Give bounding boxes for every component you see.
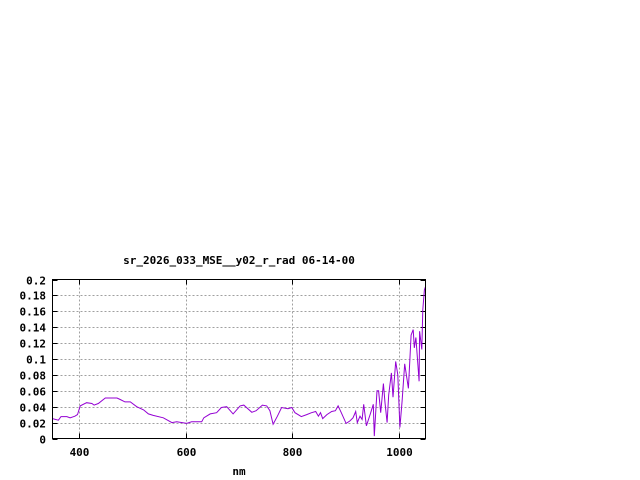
y-tick-label: 0 [39, 434, 46, 447]
y-tick-label: 0.16 [20, 306, 47, 319]
y-tick-label: 0.08 [20, 370, 47, 383]
y-tick-label: 0.14 [20, 322, 47, 335]
y-tick-label: 0.18 [20, 290, 47, 303]
x-tick-label: 1000 [386, 446, 413, 459]
y-tick-label: 0.12 [20, 338, 47, 351]
chart-title: sr_2026_033_MSE__y02_r_rad 06-14-00 [123, 254, 355, 267]
x-tick-label: 600 [177, 446, 197, 459]
y-tick-label: 0.2 [26, 275, 46, 288]
y-tick-label: 0.02 [20, 418, 47, 431]
y-tick-label: 0.1 [26, 354, 46, 367]
ticks: 0 0.02 0.04 0.06 0.08 0.1 0.12 0.14 0.16 0.18 0.2 4… [20, 275, 426, 459]
x-axis-label: nm [232, 465, 246, 478]
plot-frame [52, 279, 426, 439]
y-tick-label: 0.04 [20, 402, 47, 415]
x-tick-label: 400 [70, 446, 90, 459]
x-tick-label: 800 [283, 446, 303, 459]
y-tick-label: 0.06 [20, 386, 47, 399]
grid [52, 279, 426, 439]
series-line [52, 286, 426, 437]
